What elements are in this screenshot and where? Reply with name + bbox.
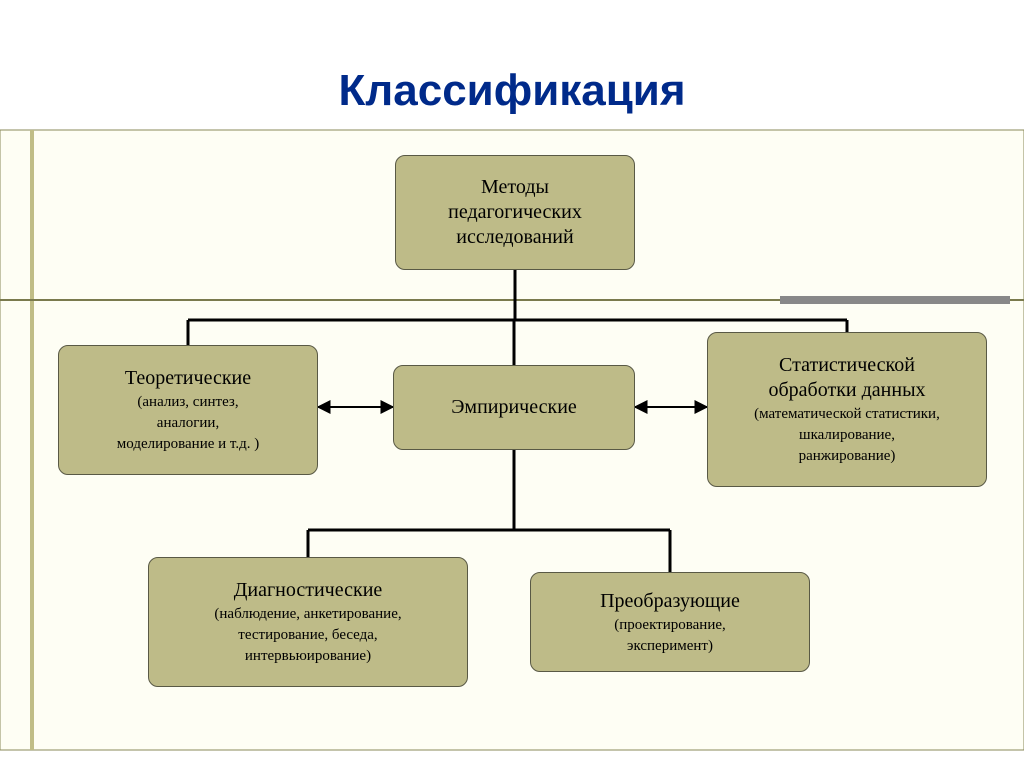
node-title-line: Диагностические xyxy=(234,578,383,603)
node-title-line: Статистической xyxy=(779,353,915,378)
node-diag: Диагностические (наблюдение, анкетировани… xyxy=(148,557,468,687)
node-root: Методыпедагогическихисследований xyxy=(395,155,635,270)
node-subtitle-line: тестирование, беседа, xyxy=(238,626,377,645)
node-title-line: исследований xyxy=(456,225,573,250)
node-subtitle-line: аналогии, xyxy=(157,414,219,433)
node-subtitle-line: (анализ, синтез, xyxy=(137,393,238,412)
node-subtitle-line: эксперимент) xyxy=(627,637,713,656)
node-subtitle-line: шкалирование, xyxy=(799,426,895,445)
node-title-line: Теоретические xyxy=(125,366,251,391)
node-subtitle-line: (математической статистики, xyxy=(754,405,940,424)
node-trans: Преобразующие (проектирование, эксперимент… xyxy=(530,572,810,672)
node-subtitle-line: моделирование и т.д. ) xyxy=(117,435,259,454)
node-subtitle-line: ранжирование) xyxy=(799,447,896,466)
node-title-line: Эмпирические xyxy=(451,395,577,420)
node-theo: Теоретические (анализ, синтез, аналогии, мо… xyxy=(58,345,318,475)
node-title-line: педагогических xyxy=(448,200,582,225)
node-title-line: Преобразующие xyxy=(600,589,740,614)
node-stat: Статистическойобработки данных (математич… xyxy=(707,332,987,487)
node-title-line: Методы xyxy=(481,175,549,200)
node-subtitle-line: (проектирование, xyxy=(614,616,726,635)
node-subtitle-line: (наблюдение, анкетирование, xyxy=(214,605,401,624)
node-emp: Эмпирические xyxy=(393,365,635,450)
node-subtitle-line: интервьюирование) xyxy=(245,647,371,666)
node-title-line: обработки данных xyxy=(768,378,925,403)
page-title: Классификация xyxy=(0,66,1024,116)
